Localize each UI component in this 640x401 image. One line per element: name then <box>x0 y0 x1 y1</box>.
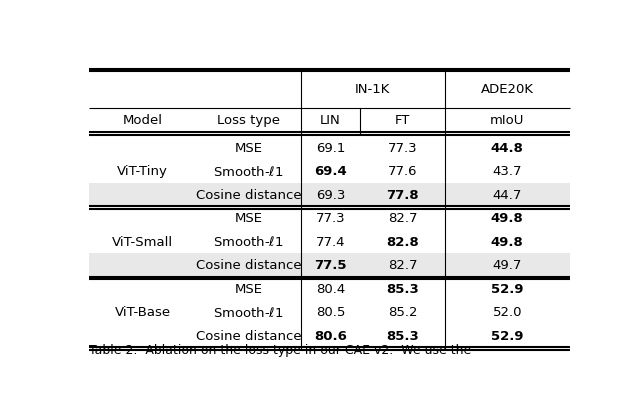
Text: 52.9: 52.9 <box>491 329 524 342</box>
Text: ViT-Small: ViT-Small <box>112 235 173 248</box>
Text: Cosine distance: Cosine distance <box>196 188 301 201</box>
Text: 49.8: 49.8 <box>491 235 524 248</box>
Text: 69.1: 69.1 <box>316 142 345 154</box>
Text: 82.7: 82.7 <box>388 212 417 225</box>
Text: 77.6: 77.6 <box>388 165 417 178</box>
Text: Cosine distance: Cosine distance <box>196 329 301 342</box>
Text: 43.7: 43.7 <box>493 165 522 178</box>
Text: MSE: MSE <box>235 282 262 295</box>
Text: ViT-Tiny: ViT-Tiny <box>117 165 168 178</box>
Text: 77.3: 77.3 <box>388 142 417 154</box>
Text: 85.3: 85.3 <box>386 329 419 342</box>
Text: 77.3: 77.3 <box>316 212 346 225</box>
Text: ViT-Base: ViT-Base <box>115 306 171 319</box>
Text: 80.5: 80.5 <box>316 306 345 319</box>
Text: MSE: MSE <box>235 212 262 225</box>
Bar <box>89 183 570 207</box>
Text: 85.3: 85.3 <box>386 282 419 295</box>
Text: Smooth-$\ell$1: Smooth-$\ell$1 <box>213 164 284 178</box>
Text: MSE: MSE <box>235 142 262 154</box>
Text: 44.8: 44.8 <box>491 142 524 154</box>
Text: 49.7: 49.7 <box>493 259 522 271</box>
Text: 80.6: 80.6 <box>314 329 347 342</box>
Text: 49.8: 49.8 <box>491 212 524 225</box>
Text: Loss type: Loss type <box>217 114 280 127</box>
Text: 52.9: 52.9 <box>491 282 524 295</box>
Text: 69.4: 69.4 <box>314 165 347 178</box>
Text: LIN: LIN <box>320 114 341 127</box>
Bar <box>89 253 570 277</box>
Text: Model: Model <box>123 114 163 127</box>
Text: FT: FT <box>395 114 410 127</box>
Text: 82.7: 82.7 <box>388 259 417 271</box>
Text: 77.8: 77.8 <box>386 188 419 201</box>
Text: 69.3: 69.3 <box>316 188 345 201</box>
Text: mIoU: mIoU <box>490 114 525 127</box>
Text: Cosine distance: Cosine distance <box>196 259 301 271</box>
Text: 82.8: 82.8 <box>386 235 419 248</box>
Text: ADE20K: ADE20K <box>481 83 534 95</box>
Text: IN-1K: IN-1K <box>355 83 390 95</box>
Text: 52.0: 52.0 <box>493 306 522 319</box>
Text: Smooth-$\ell$1: Smooth-$\ell$1 <box>213 305 284 319</box>
Text: 77.5: 77.5 <box>314 259 347 271</box>
Text: 77.4: 77.4 <box>316 235 345 248</box>
Text: 80.4: 80.4 <box>316 282 345 295</box>
Text: Smooth-$\ell$1: Smooth-$\ell$1 <box>213 235 284 249</box>
Text: Table 2.  Ablation on the loss type in our CAE v2.  We use the: Table 2. Ablation on the loss type in ou… <box>89 343 471 356</box>
Text: 44.7: 44.7 <box>493 188 522 201</box>
Text: 85.2: 85.2 <box>388 306 417 319</box>
